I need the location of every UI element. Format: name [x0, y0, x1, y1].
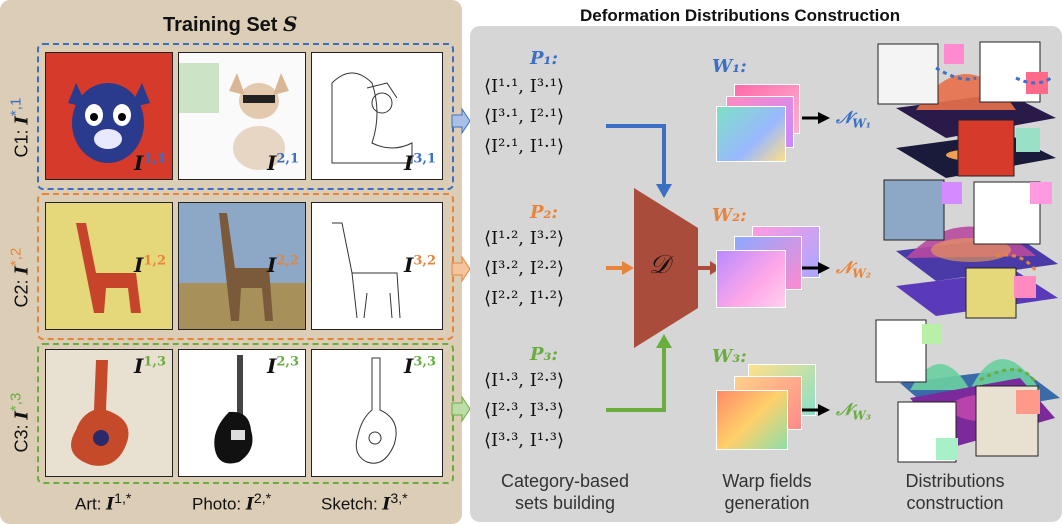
distribution-3: [875, 319, 1060, 463]
label-i21: I2,1: [267, 151, 299, 175]
col-art-caption: Art: I1,*: [75, 491, 132, 515]
to-distribution-arrows: [802, 112, 830, 416]
row-c1-label: C1: I*,1: [7, 97, 33, 158]
p1-set: ⟨I¹·¹, I³·¹⟩ ⟨I³·¹, I²·¹⟩ ⟨I²·¹, I¹·¹⟩: [484, 72, 564, 162]
w1-field-front: [716, 106, 786, 162]
p1-pair-3: ⟨I²·¹, I¹·¹⟩: [484, 136, 565, 157]
caption-sets-building: Category-based sets building: [500, 471, 630, 513]
art-dog-image: I1,1: [45, 52, 173, 180]
art-guitar-image: I1,3: [45, 349, 173, 477]
input-arrows: [451, 107, 471, 423]
photo-giraffe-image: I2,2: [178, 202, 306, 330]
p3-pair-2: ⟨I²·³, I³·³⟩: [484, 400, 565, 421]
p2-pair-2: ⟨I³·², I²·²⟩: [484, 258, 565, 279]
construction-title: Deformation Distributions Construction: [580, 6, 901, 25]
sketch-giraffe-image: I3,2: [311, 202, 443, 330]
label-i11: I1,1: [134, 151, 166, 175]
p2-title: P₂:: [530, 202, 559, 223]
training-set-title: Training Set S: [163, 12, 298, 36]
photo-guitar-image: I2,3: [178, 349, 306, 477]
caption-distributions: Distributions construction: [905, 471, 1005, 513]
label-i23: I2,3: [267, 354, 299, 378]
label-i12: I1,2: [134, 253, 166, 277]
network-d-symbol: 𝒟: [649, 250, 670, 280]
p1-pair-1: ⟨I¹·¹, I³·¹⟩: [484, 76, 565, 97]
p3-pair-1: ⟨I¹·³, I²·³⟩: [484, 370, 565, 391]
row-c3-label: C3: I*,3: [7, 392, 33, 453]
art-giraffe-image: I1,2: [45, 202, 173, 330]
label-i33: I3,3: [404, 354, 436, 378]
w2-field-front: [716, 250, 786, 308]
p1-pair-2: ⟨I³·¹, I²·¹⟩: [484, 106, 565, 127]
p3-title: P₃:: [530, 344, 559, 365]
label-i13: I1,3: [134, 354, 166, 378]
row-c2-label: C2: I*,2: [7, 247, 33, 308]
label-i22: I2,2: [267, 253, 299, 277]
w3-field-front: [716, 390, 788, 450]
network-output-arrow: [698, 261, 721, 275]
distribution-1: [877, 41, 1056, 178]
p2-pair-1: ⟨I¹·², I³·²⟩: [484, 228, 565, 249]
p2-set: ⟨I¹·², I³·²⟩ ⟨I³·², I²·²⟩ ⟨I²·², I¹·²⟩: [484, 224, 564, 314]
flow-lines: [606, 124, 672, 412]
w3-title: W₃:: [712, 346, 747, 367]
p3-set: ⟨I¹·³, I²·³⟩ ⟨I²·³, I³·³⟩ ⟨I³·³, I¹·³⟩: [484, 366, 564, 456]
label-i32: I3,2: [404, 253, 436, 277]
network-d: [634, 188, 698, 348]
p2-pair-3: ⟨I²·², I¹·²⟩: [484, 288, 565, 309]
sketch-dog-image: I3,1: [311, 52, 443, 180]
distribution-2: [883, 179, 1058, 319]
n-w2-label: 𝒩W₂: [836, 258, 872, 281]
n-w3-label: 𝒩W₃: [836, 400, 872, 423]
photo-dog-image: I2,1: [178, 52, 306, 180]
w1-title: W₁:: [712, 56, 747, 77]
p3-pair-3: ⟨I³·³, I¹·³⟩: [484, 430, 565, 451]
caption-warp-generation: Warp fields generation: [722, 471, 812, 513]
p1-title: P₁:: [530, 48, 559, 69]
w2-title: W₂:: [712, 205, 747, 226]
label-i31: I3,1: [404, 151, 436, 175]
col-sketch-caption: Sketch: I3,*: [321, 491, 408, 515]
n-w1-label: 𝒩W₁: [836, 108, 872, 131]
sketch-guitar-image: I3,3: [311, 349, 443, 477]
col-photo-caption: Photo: I2,*: [192, 491, 272, 515]
